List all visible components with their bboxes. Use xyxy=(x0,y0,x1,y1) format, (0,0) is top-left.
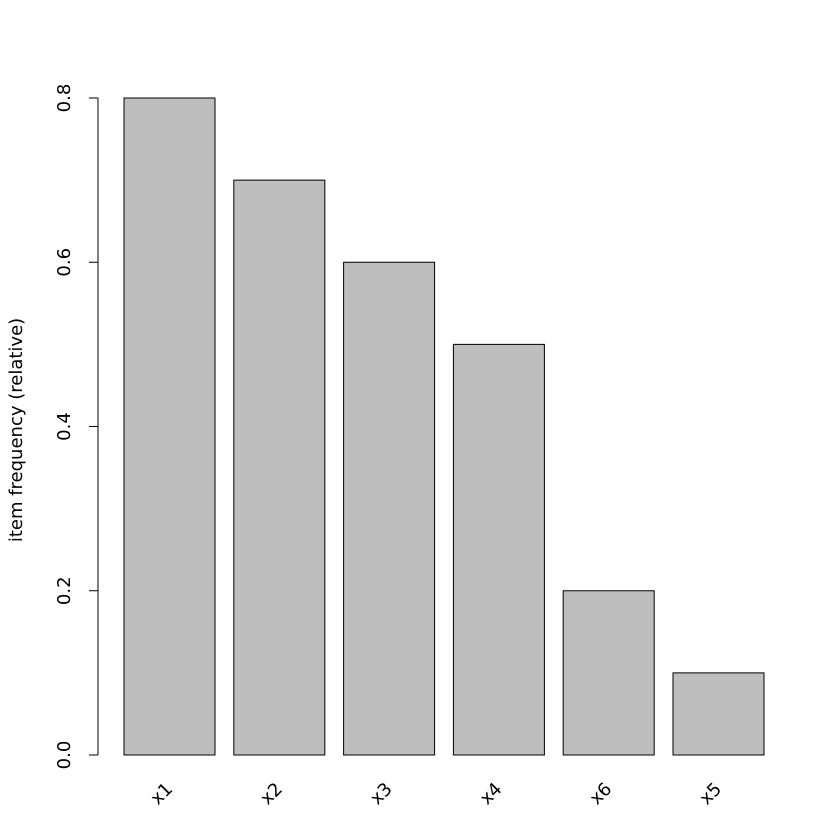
bar xyxy=(233,179,326,756)
y-tick-label: 0.8 xyxy=(54,84,75,113)
y-tick-label: 0.4 xyxy=(54,412,75,441)
y-tick-label: 0.0 xyxy=(54,741,75,770)
y-tick-label: 0.2 xyxy=(54,576,75,605)
bar xyxy=(343,261,436,756)
bar xyxy=(123,97,216,756)
bar xyxy=(452,343,545,756)
x-tick-label: x5 xyxy=(696,779,726,809)
bar xyxy=(672,672,765,756)
y-tick-label: 0.6 xyxy=(54,248,75,277)
x-tick-label: x3 xyxy=(366,779,396,809)
x-tick-label: x6 xyxy=(586,779,616,809)
bar xyxy=(562,590,655,756)
y-axis-label: item frequency (relative) xyxy=(6,318,27,542)
x-tick-label: x4 xyxy=(476,779,506,809)
x-tick-label: x2 xyxy=(256,779,286,809)
x-tick-label: x1 xyxy=(147,779,177,809)
